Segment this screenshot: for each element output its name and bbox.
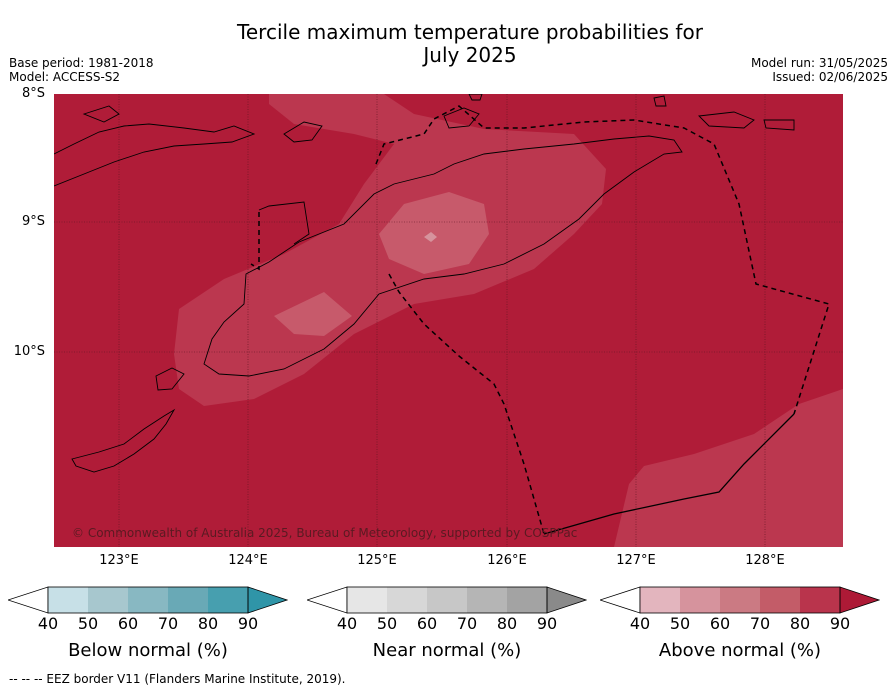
colorbar-tick-label: 50 [77,614,99,633]
colorbar-segment [427,587,467,613]
colorbar-tick-label: 70 [157,614,179,633]
chart-title-line1: Tercile maximum temperature probabilitie… [237,20,703,44]
above-normal-60-dot [424,232,437,242]
longitude-label-125e: 125°E [357,553,397,568]
small-island-ne-2 [653,95,667,107]
colorbar-segment [680,587,720,613]
colorbar-outline [346,586,548,614]
colorbar-tick-label: 60 [416,614,438,633]
colorbar-tick-label: 40 [629,614,651,633]
legend-title-below-normal: Below normal (%) [68,640,228,661]
colorbar-segment [467,587,507,613]
eez-footnote: -- -- -- EEZ border V11 (Flanders Marine… [9,672,346,686]
colorbar-extend-high [839,586,880,614]
savu-island-coast [71,408,176,473]
coastlines [54,94,795,473]
colorbar-tick-label: 90 [536,614,558,633]
colorbar-above-normal [600,586,880,614]
colorbar-below-normal [8,586,288,614]
latitude-label-9s: 9°S [21,214,45,229]
colorbar-tick-label: 50 [376,614,398,633]
colorbar-segment [347,587,387,613]
small-island-north-1 [283,121,323,143]
colorbar-segment [507,587,547,613]
colorbar-tick-label: 40 [37,614,59,633]
eez-border-solid [543,413,795,535]
colorbar-extend-high [247,586,288,614]
colorbar-outline [47,586,249,614]
land-border [258,201,310,245]
longitude-label-126e: 126°E [487,553,527,568]
probability-map [54,94,843,547]
small-island-ne-1 [763,119,795,131]
colorbar-segment [48,587,88,613]
colorbar-tick-label: 80 [197,614,219,633]
base-period-label: Base period: 1981-2018 [9,56,154,70]
colorbar-extend-low [600,586,641,614]
colorbar-segment [760,587,800,613]
longitude-label-123e: 123°E [99,553,139,568]
colorbar-extend-low [307,586,348,614]
colorbar-tick-label: 60 [117,614,139,633]
latitude-label-8s: 8°S [21,86,45,101]
colorbar-tick-label: 70 [456,614,478,633]
colorbar-segment [800,587,840,613]
issued-label: Issued: 02/06/2025 [772,70,888,84]
colorbar-segment [720,587,760,613]
colorbar-tick-label: 40 [336,614,358,633]
small-island-n-3 [468,94,483,101]
colorbar-outline [639,586,841,614]
colorbar-tick-label: 80 [789,614,811,633]
colorbar-tick-label: 90 [829,614,851,633]
legend-title-near-normal: Near normal (%) [372,640,522,661]
above-normal-70-patch-west [274,292,352,336]
colorbar-tick-label: 60 [709,614,731,633]
legend-above-normal [600,586,880,616]
model-label: Model: ACCESS-S2 [9,70,121,84]
colorbar-extend-low [8,586,49,614]
longitude-label-124e: 124°E [228,553,268,568]
wetar-island-coast [698,111,755,129]
legend-title-above-normal: Above normal (%) [658,640,822,661]
model-run-label: Model run: 31/05/2025 [750,56,888,70]
longitude-label-127e: 127°E [616,553,656,568]
colorbar-segment [208,587,248,613]
map-panel [54,94,843,547]
graticule [54,94,843,547]
above-normal-80-region-south [614,389,843,547]
legend-near-normal [307,586,587,616]
colorbar-near-normal [307,586,587,614]
timor-island-coast [203,135,683,377]
latitude-label-10s: 10°S [13,344,45,359]
colorbar-segment [128,587,168,613]
rote-island-coast [155,367,185,391]
colorbar-tick-label: 90 [237,614,259,633]
colorbar-tick-label: 70 [749,614,771,633]
above-normal-70-patch-east [379,192,489,274]
colorbar-extend-high [546,586,587,614]
colorbar-segment [88,587,128,613]
longitude-label-128e: 128°E [745,553,785,568]
copyright-notice: © Commonwealth of Australia 2025, Bureau… [72,526,578,540]
chart-title-line2: July 2025 [423,43,517,67]
colorbar-tick-label: 80 [496,614,518,633]
eez-border [250,105,830,535]
legend-below-normal [8,586,288,616]
colorbar-segment [168,587,208,613]
colorbar-segment [387,587,427,613]
colorbar-tick-label: 50 [669,614,691,633]
flores-island-coast [54,123,256,187]
colorbar-segment [640,587,680,613]
small-island-north-2 [82,105,120,123]
